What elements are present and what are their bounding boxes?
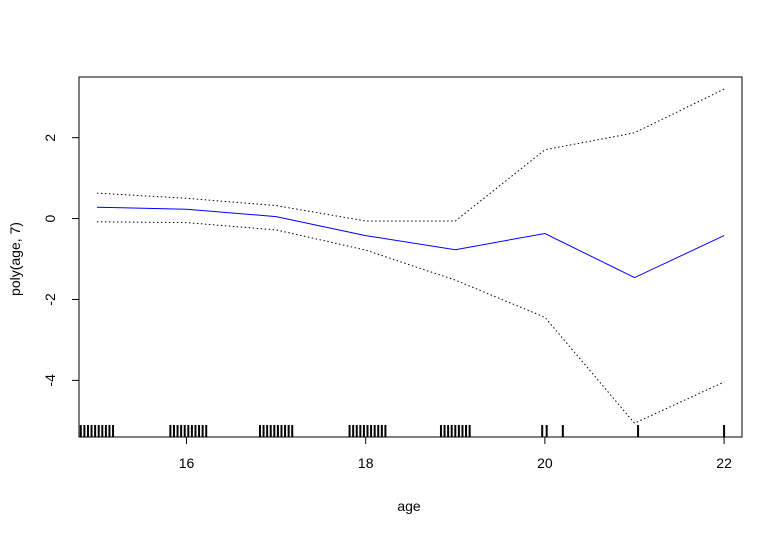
upper-band-line (96, 88, 725, 222)
fit-line (96, 206, 725, 279)
plot-frame (78, 76, 743, 438)
x-tick-label: 22 (716, 455, 732, 471)
x-axis: 16 18 20 22 (179, 436, 732, 471)
x-tick-label: 16 (179, 455, 195, 471)
x-axis-title: age (397, 498, 421, 514)
lower-band-line (96, 221, 725, 424)
x-tick-label: 18 (358, 455, 374, 471)
y-tick-label: -2 (42, 293, 58, 306)
y-axis: -4 -2 0 2 (42, 134, 80, 387)
y-tick-label: -4 (42, 374, 58, 387)
y-tick-label: 0 (42, 214, 58, 222)
x-tick-label: 20 (537, 455, 553, 471)
y-tick-label: 2 (42, 134, 58, 142)
series-layer (96, 88, 725, 424)
rug-layer (79, 425, 726, 437)
y-axis-title: poly(age, 7) (7, 222, 23, 296)
